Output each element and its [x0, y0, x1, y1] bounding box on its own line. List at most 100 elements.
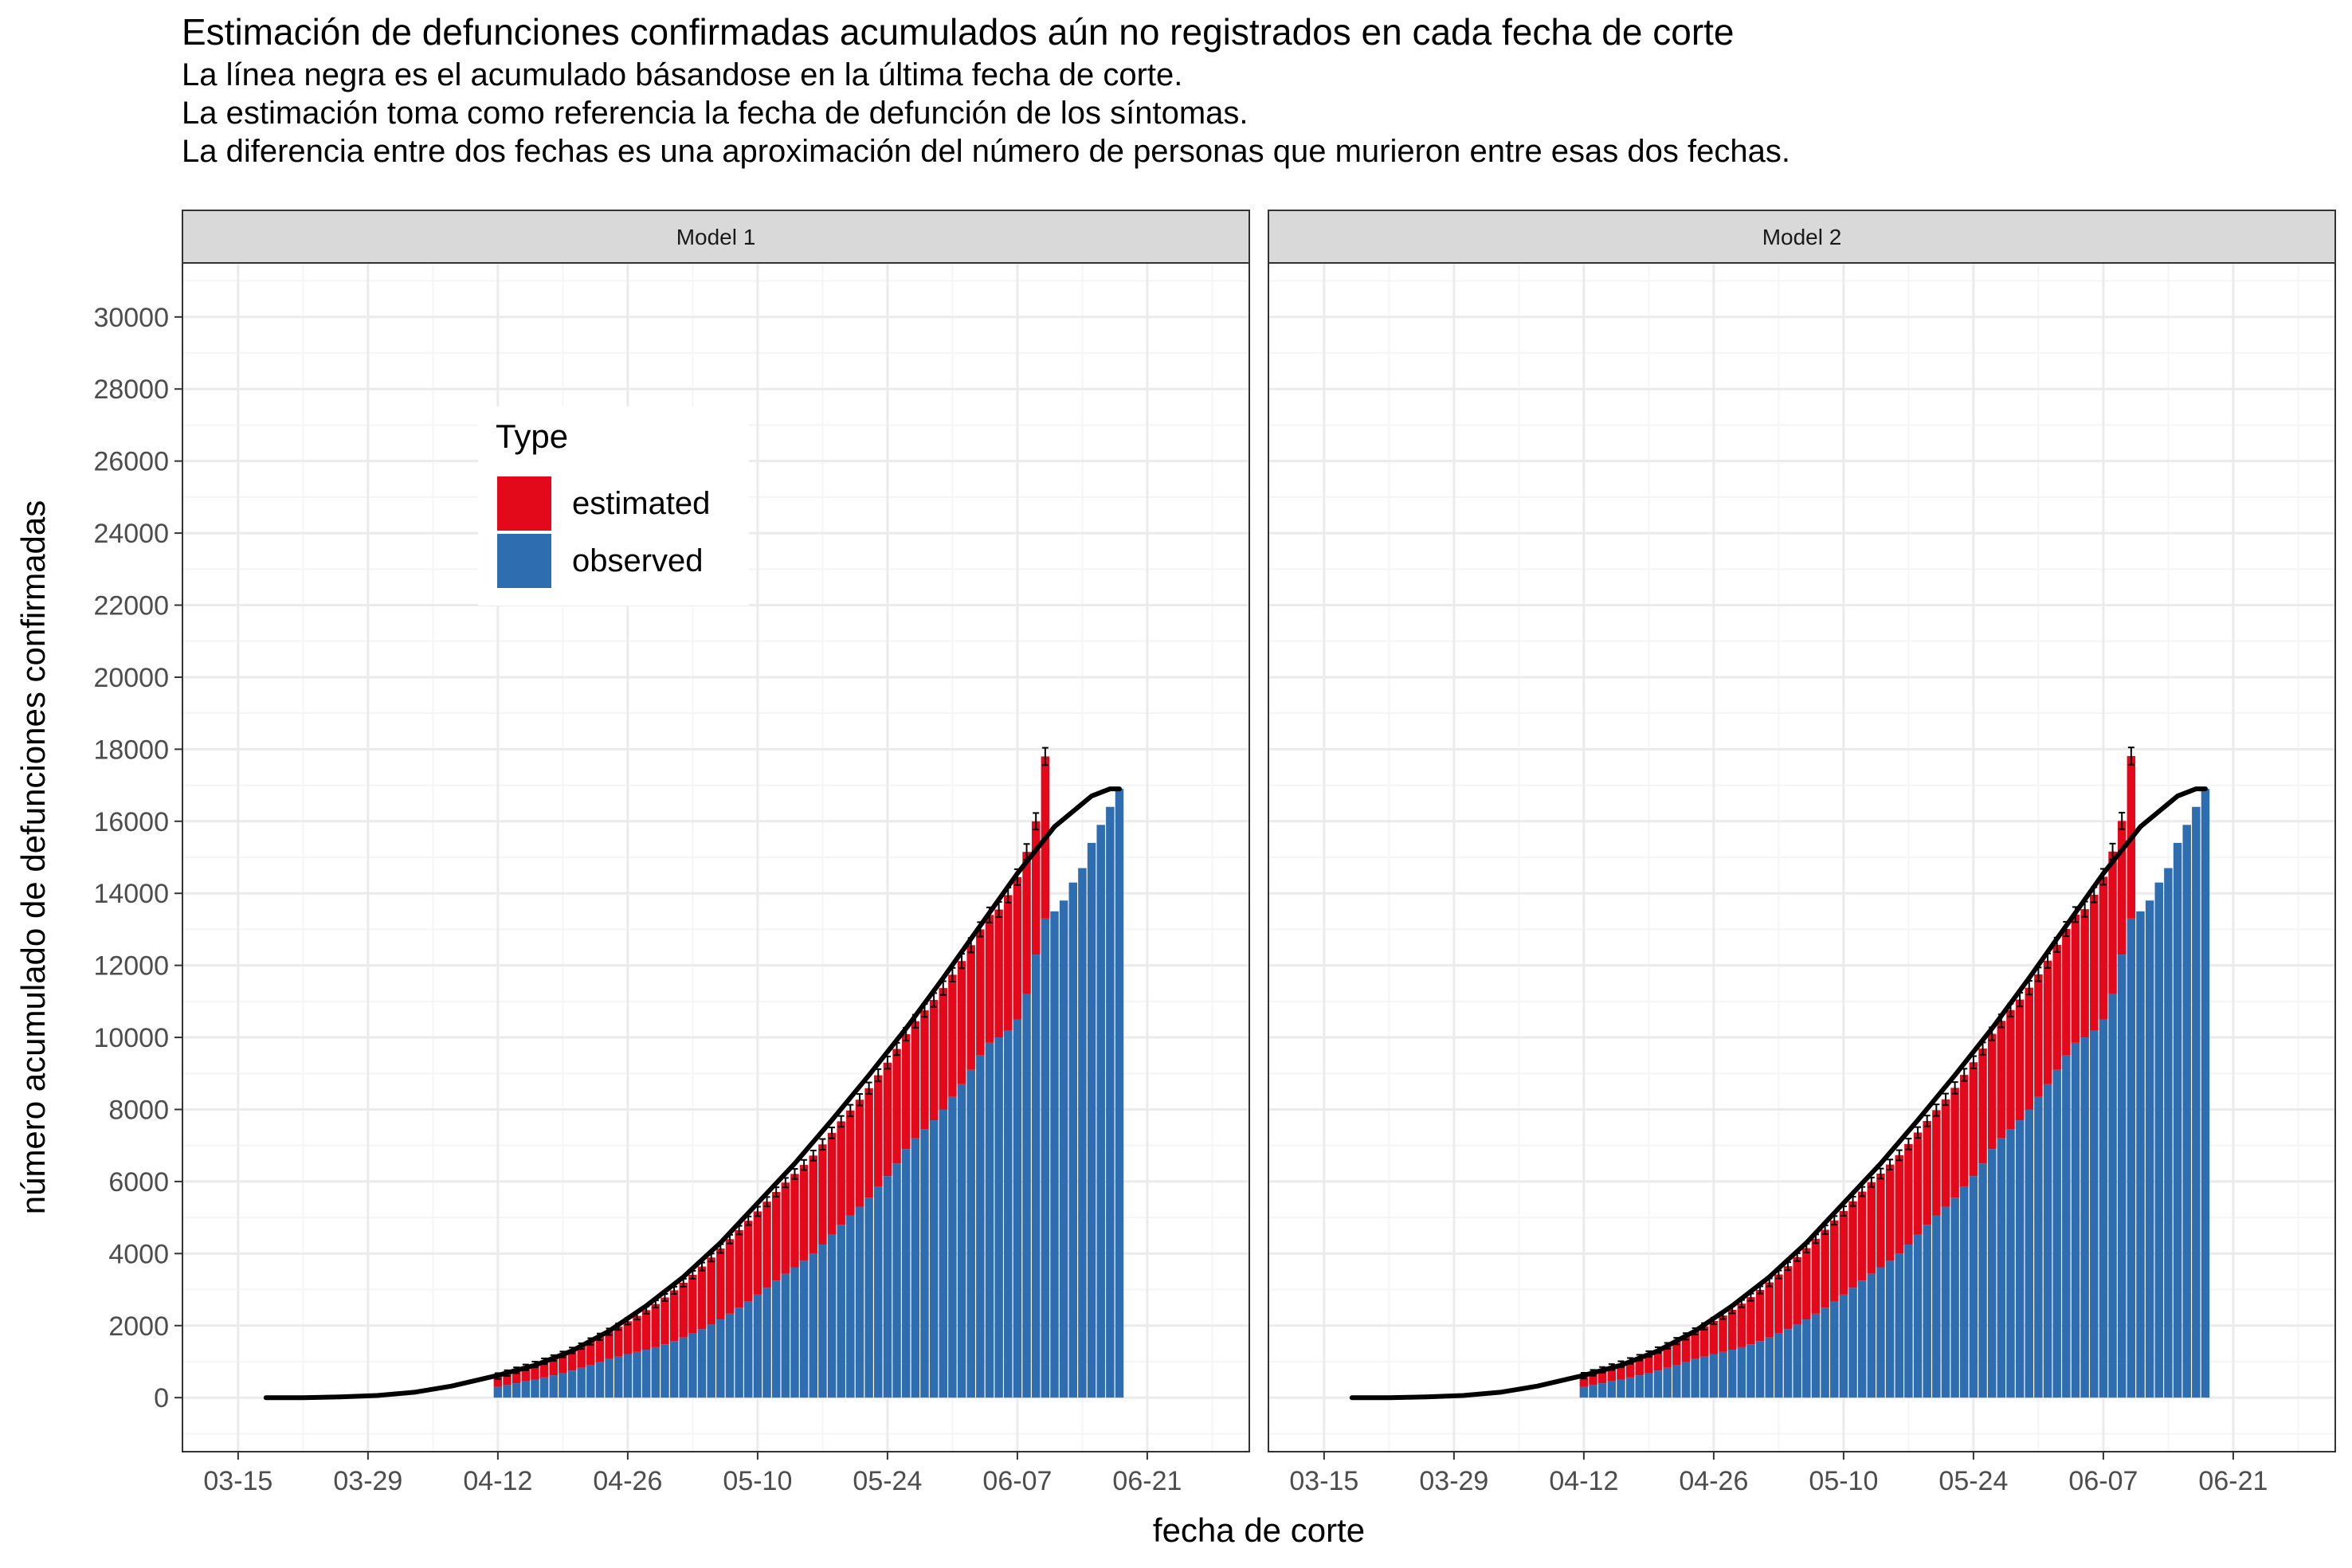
- bar-estimated: [623, 1321, 633, 1354]
- bar-observed: [1106, 806, 1115, 1398]
- bar-estimated: [911, 1021, 920, 1139]
- bar-observed: [1885, 1260, 1895, 1398]
- bar-observed: [614, 1356, 623, 1398]
- bar-estimated: [661, 1297, 669, 1345]
- bar-observed: [883, 1176, 892, 1398]
- bar-observed: [1691, 1358, 1699, 1398]
- bar-estimated: [567, 1350, 577, 1371]
- bar-observed: [2173, 842, 2182, 1398]
- bar-observed: [1867, 1273, 1876, 1398]
- bar-observed: [920, 1129, 929, 1398]
- bar-estimated: [855, 1100, 864, 1207]
- bar-observed: [2154, 882, 2164, 1398]
- x-tick-label: 03-29: [333, 1466, 402, 1496]
- bar-estimated: [994, 909, 1003, 1038]
- bar-observed: [1802, 1319, 1811, 1398]
- x-tick-label: 05-10: [1809, 1466, 1878, 1496]
- bar-estimated: [781, 1182, 790, 1274]
- bar-observed: [1700, 1356, 1709, 1398]
- bar-estimated: [1727, 1309, 1737, 1350]
- bar-estimated: [1681, 1336, 1691, 1362]
- bar-observed: [1997, 1138, 2006, 1398]
- bar-estimated: [2052, 944, 2061, 1070]
- bar-observed: [549, 1375, 558, 1398]
- bar-estimated: [1022, 852, 1031, 994]
- bar-observed: [1625, 1377, 1635, 1398]
- bar-observed: [641, 1350, 651, 1398]
- bar-estimated: [1644, 1354, 1653, 1374]
- bar-estimated: [1597, 1370, 1607, 1384]
- bar-observed: [1597, 1383, 1607, 1398]
- bar-estimated: [762, 1201, 771, 1288]
- bar-estimated: [521, 1367, 531, 1382]
- y-tick-label: 6000: [108, 1167, 169, 1198]
- bar-observed: [531, 1379, 539, 1398]
- bar-estimated: [1691, 1331, 1699, 1359]
- bar-estimated: [1960, 1075, 1969, 1187]
- bar-observed: [771, 1280, 781, 1398]
- x-tick-label: 05-24: [1938, 1466, 2008, 1496]
- bar-estimated: [2071, 914, 2080, 1043]
- bar-observed: [753, 1294, 762, 1398]
- bar-estimated: [707, 1257, 715, 1325]
- y-tick-label: 24000: [93, 519, 169, 549]
- bar-observed: [1607, 1381, 1617, 1398]
- bar-estimated: [920, 1010, 929, 1130]
- bar-estimated: [1774, 1274, 1783, 1334]
- bar-observed: [1923, 1225, 1931, 1398]
- legend-title: Type: [496, 417, 568, 455]
- bar-estimated: [688, 1275, 697, 1334]
- bar-observed: [2182, 825, 2191, 1398]
- y-tick-label: 22000: [93, 591, 169, 621]
- bar-estimated: [1904, 1143, 1913, 1245]
- x-axis-title: fecha de corte: [1153, 1511, 1365, 1549]
- bar-observed: [512, 1383, 521, 1398]
- bar-estimated: [1672, 1341, 1681, 1366]
- bar-observed: [2127, 918, 2136, 1398]
- bar-observed: [1904, 1245, 1913, 1398]
- legend-label-estimated: estimated: [572, 486, 710, 521]
- bar-estimated: [493, 1376, 503, 1387]
- bar-observed: [744, 1301, 753, 1398]
- bar-observed: [2025, 1109, 2034, 1398]
- bar-observed: [1096, 825, 1105, 1398]
- bar-observed: [2006, 1129, 2015, 1398]
- bar-estimated: [2108, 851, 2117, 994]
- bar-observed: [1041, 918, 1050, 1398]
- bar-estimated: [1004, 895, 1013, 1031]
- bar-estimated: [976, 929, 985, 1056]
- bar-estimated: [1783, 1266, 1793, 1330]
- bar-observed: [1793, 1324, 1801, 1398]
- bar-observed: [669, 1341, 679, 1398]
- bar-estimated: [1857, 1191, 1867, 1281]
- bar-observed: [1765, 1337, 1774, 1398]
- bar-estimated: [2006, 1009, 2015, 1130]
- bar-estimated: [586, 1341, 595, 1366]
- bar-estimated: [595, 1336, 605, 1362]
- bar-estimated: [641, 1310, 651, 1350]
- bar-estimated: [883, 1062, 892, 1177]
- bar-estimated: [799, 1165, 809, 1261]
- bar-observed: [2136, 911, 2145, 1398]
- bar-observed: [493, 1386, 503, 1398]
- bar-estimated: [790, 1174, 799, 1268]
- bar-estimated: [1802, 1248, 1811, 1320]
- bar-observed: [809, 1253, 817, 1398]
- bar-estimated: [744, 1221, 753, 1302]
- chart-title: Estimación de defunciones confirmadas ac…: [182, 11, 1735, 53]
- bar-estimated: [1746, 1297, 1755, 1345]
- bar-estimated: [2099, 876, 2108, 1020]
- bar-estimated: [669, 1290, 679, 1342]
- y-tick-label: 26000: [93, 447, 169, 477]
- bar-estimated: [2080, 909, 2089, 1038]
- bar-observed: [1848, 1288, 1857, 1398]
- bar-observed: [901, 1149, 911, 1398]
- bar-observed: [1783, 1329, 1793, 1398]
- bar-observed: [1087, 842, 1096, 1398]
- bar-estimated: [549, 1358, 558, 1376]
- bar-estimated: [735, 1229, 743, 1308]
- bar-observed: [2201, 789, 2210, 1398]
- y-tick-label: 18000: [93, 735, 169, 765]
- bar-estimated: [2034, 974, 2043, 1097]
- bar-estimated: [2015, 999, 2025, 1121]
